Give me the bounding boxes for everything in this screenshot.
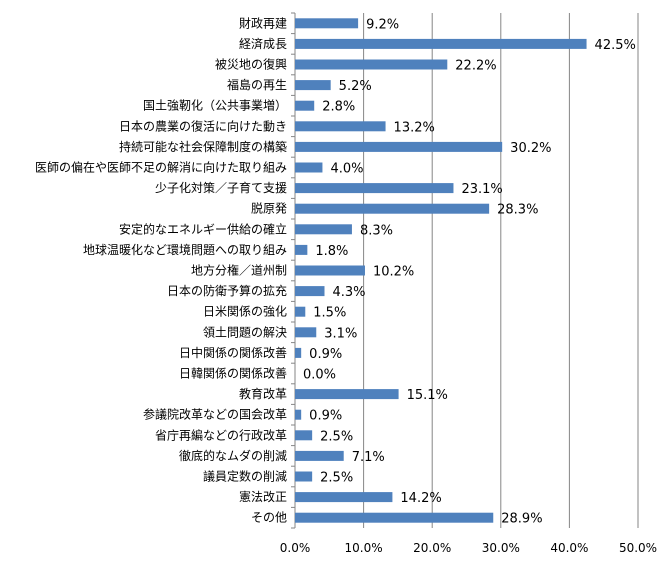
category-label: 日米関係の強化 [203,305,287,319]
category-label: 日本の農業の復活に向けた動き [119,118,287,133]
category-label: 日本の防衛予算の拡充 [167,283,287,298]
bar [295,162,323,173]
category-label: 安定的なエネルギー供給の確立 [119,221,287,236]
category-label: 福島の再生 [227,77,287,92]
category-label: 徹底的なムダの削減 [179,448,287,463]
category-label: 地方分権／道州制 [191,263,287,278]
data-label: 15.1% [407,388,448,403]
data-label: 2.5% [320,429,353,444]
data-label: 13.2% [394,120,435,135]
bar [295,471,313,482]
data-label: 1.5% [313,306,346,321]
data-label: 10.2% [373,265,414,280]
data-label: 7.1% [352,450,385,465]
category-label: 医師の偏在や医師不足の解消に向けた取り組み [35,160,287,175]
category-label: 少子化対策／子育て支援 [155,180,287,195]
category-label: 地球温暖化など環境問題への取り組み [83,242,287,257]
bar [295,409,302,420]
x-tick-label: 40.0% [550,541,588,555]
x-tick-label: 50.0% [619,541,657,555]
x-tick-label: 10.0% [345,541,383,555]
data-label: 23.1% [461,182,502,197]
data-label: 3.1% [324,326,357,341]
bar [295,286,325,297]
bar [295,244,308,255]
data-label: 1.8% [315,244,348,259]
category-label: 脱原発 [251,201,287,216]
category-label: 省庁再編などの行政改革 [155,427,287,442]
data-label: 0.0% [303,368,336,383]
data-label: 8.3% [360,223,393,238]
category-label: 持続可能な社会保障制度の構築 [119,139,287,154]
data-label: 4.3% [332,285,365,300]
data-label: 2.8% [322,100,355,115]
x-tick-label: 0.0% [280,541,311,555]
bar [295,59,448,70]
data-label: 5.2% [339,79,372,94]
bar [295,450,344,461]
bar [295,80,331,91]
category-label: 憲法改正 [239,489,287,504]
bar [295,100,315,111]
bar [295,430,313,441]
category-label: 議員定数の削減 [203,469,287,484]
bar [295,224,352,235]
data-label: 42.5% [595,38,636,53]
bar [295,141,503,152]
bar [295,347,302,358]
x-tick-label: 30.0% [482,541,520,555]
category-label: 領土問題の解決 [203,324,287,339]
data-label: 2.5% [320,471,353,486]
bar [295,512,494,523]
category-label: 参議院改革などの国会改革 [143,407,287,422]
data-label: 28.9% [501,512,542,527]
bar [295,327,317,338]
category-label: 経済成長 [239,36,287,51]
data-label: 14.2% [400,491,441,506]
bar [295,183,454,194]
category-label: 被災地の復興 [215,57,287,72]
category-label: 日中関係の関係改善 [179,345,287,360]
bar [295,306,306,317]
bar [295,38,587,49]
data-label: 0.9% [309,347,342,362]
bar [295,492,393,503]
category-label: その他 [251,511,287,525]
category-label: 日韓関係の関係改善 [179,366,287,381]
category-label: 教育改革 [239,386,287,401]
bar [295,121,386,132]
data-label: 4.0% [330,162,363,177]
category-label: 財政再建 [239,15,287,30]
data-label: 28.3% [497,203,538,218]
data-label: 9.2% [366,17,399,32]
data-label: 0.9% [309,409,342,424]
bar [295,203,490,214]
data-label: 22.2% [455,59,496,74]
data-label: 30.2% [510,141,551,156]
category-label: 国土強靭化（公共事業増） [143,99,287,113]
bar [295,389,399,400]
x-tick-label: 20.0% [413,541,451,555]
bar [295,265,365,276]
bar [295,18,359,29]
